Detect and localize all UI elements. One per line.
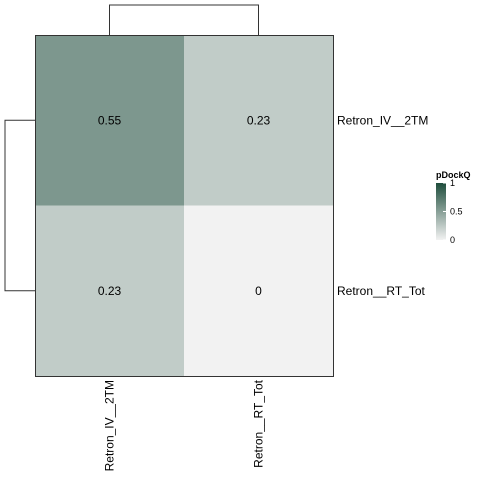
cell-value-label: 0: [255, 284, 262, 298]
row-dendrogram: [4, 119, 35, 292]
heatmap-cell: [35, 35, 184, 206]
legend-title: pDockQ: [436, 170, 471, 180]
heatmap-border: [35, 35, 334, 377]
row-label: Retron_IV__2TM: [337, 113, 428, 127]
heatmap-cell: [35, 205, 184, 376]
heatmap-cell: [184, 35, 333, 206]
legend-tick-label: 0.5: [450, 207, 463, 217]
cell-value-label: 0.55: [98, 113, 122, 127]
legend-tick-label: 1: [450, 178, 455, 188]
column-label: Retron_IV__2TM: [103, 380, 117, 471]
legend-tick-label: 0: [450, 235, 455, 245]
row-label: Retron__RT_Tot: [337, 284, 425, 298]
cell-value-label: 0.23: [98, 284, 122, 298]
cell-value-label: 0.23: [247, 113, 271, 127]
column-dendrogram: [109, 4, 259, 35]
legend-color-bar: [436, 183, 446, 240]
column-label: Retron__RT_Tot: [252, 379, 266, 467]
heatmap-cell: [184, 205, 333, 376]
